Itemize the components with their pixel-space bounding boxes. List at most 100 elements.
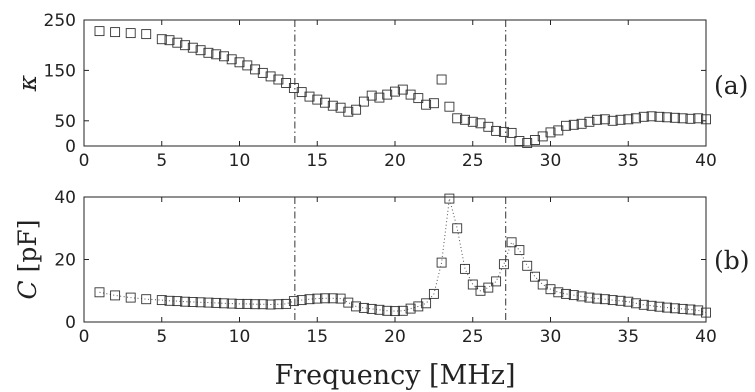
series-line (99, 198, 707, 314)
data-point (250, 299, 261, 310)
x-tick-label: 35 (617, 151, 639, 171)
x-tick-label: 20 (384, 151, 406, 171)
y-tick-label: 50 (54, 112, 76, 132)
data-point (265, 299, 276, 310)
y-tick-label: 20 (54, 251, 76, 271)
data-point (180, 40, 191, 51)
plot-area (83, 196, 707, 323)
data-point (646, 300, 657, 311)
data-point (568, 290, 579, 301)
data-point (623, 296, 634, 307)
data-point (514, 136, 525, 146)
data-point (397, 84, 408, 95)
data-point (421, 298, 432, 309)
data-point (164, 295, 175, 306)
x-tick-label: 5 (156, 151, 167, 171)
data-point (288, 296, 299, 307)
data-point (219, 51, 229, 62)
data-point (203, 47, 214, 58)
x-tick-label: 10 (229, 151, 251, 171)
data-point (343, 106, 354, 117)
data-point (436, 257, 447, 268)
data-point (561, 288, 571, 299)
data-point (475, 285, 486, 296)
data-point (265, 71, 276, 82)
data-point (467, 116, 478, 127)
data-point (335, 293, 346, 304)
data-point (607, 115, 618, 126)
x-tick-label: 5 (156, 327, 167, 347)
data-point (413, 301, 424, 312)
data-point (327, 293, 338, 304)
x-tick-label: 25 (462, 151, 484, 171)
data-point (94, 287, 105, 298)
data-point (257, 299, 268, 310)
data-point (250, 64, 261, 75)
y-axis-label: κ (13, 74, 42, 92)
data-point (685, 113, 696, 124)
data-point (390, 86, 400, 97)
data-point (125, 292, 136, 303)
data-point (374, 92, 385, 103)
data-point (576, 118, 587, 129)
data-point (685, 304, 696, 315)
data-point (584, 116, 595, 127)
data-point (234, 57, 245, 68)
data-point (553, 287, 564, 298)
data-point (226, 298, 237, 309)
data-point (483, 282, 494, 293)
data-point (436, 74, 447, 85)
data-point (257, 67, 268, 78)
data-point (226, 54, 237, 65)
data-point (599, 114, 610, 125)
data-point (662, 302, 673, 313)
data-point (156, 34, 167, 45)
data-point (203, 297, 214, 308)
data-point (475, 118, 486, 129)
panel-b: 0 5 10 15 20 25 30 35 40 0 20 40 C [pF] (b) Frequency … (13, 188, 750, 391)
data-point (141, 29, 152, 40)
data-point (382, 305, 393, 316)
data-point (351, 301, 362, 312)
data-point (234, 298, 245, 309)
data-point (219, 298, 229, 309)
data-point (397, 305, 408, 316)
data-point (646, 111, 657, 122)
y-tick-label: 0 (65, 313, 76, 333)
x-axis-label: Frequency [MHz] (274, 360, 515, 391)
data-point (242, 60, 253, 71)
data-point (693, 305, 704, 316)
data-point (195, 297, 206, 308)
data-point (366, 90, 377, 101)
data-point (374, 304, 385, 315)
data-point (491, 125, 502, 136)
data-point (592, 114, 603, 125)
x-tick-label: 0 (79, 327, 90, 347)
data-point (452, 223, 463, 234)
data-point (545, 127, 556, 138)
data-point (460, 263, 470, 274)
data-point (654, 111, 665, 122)
data-point (428, 98, 439, 109)
data-point (592, 293, 603, 304)
data-point (242, 298, 253, 309)
data-point (599, 294, 610, 305)
data-point (530, 135, 540, 145)
y-tick-label: 150 (44, 61, 76, 81)
data-point (94, 26, 105, 37)
data-point (522, 138, 533, 148)
data-point (638, 111, 649, 122)
data-point (304, 294, 315, 305)
x-tick-label: 30 (540, 151, 562, 171)
data-point (335, 102, 346, 113)
data-point (444, 101, 455, 112)
data-point (677, 113, 688, 124)
data-point (405, 303, 416, 314)
panel-label: (a) (714, 71, 748, 100)
data-point (351, 104, 362, 115)
x-tick-label: 35 (617, 327, 639, 347)
data-point (662, 112, 673, 123)
data-point (669, 112, 680, 123)
data-point (421, 99, 432, 110)
